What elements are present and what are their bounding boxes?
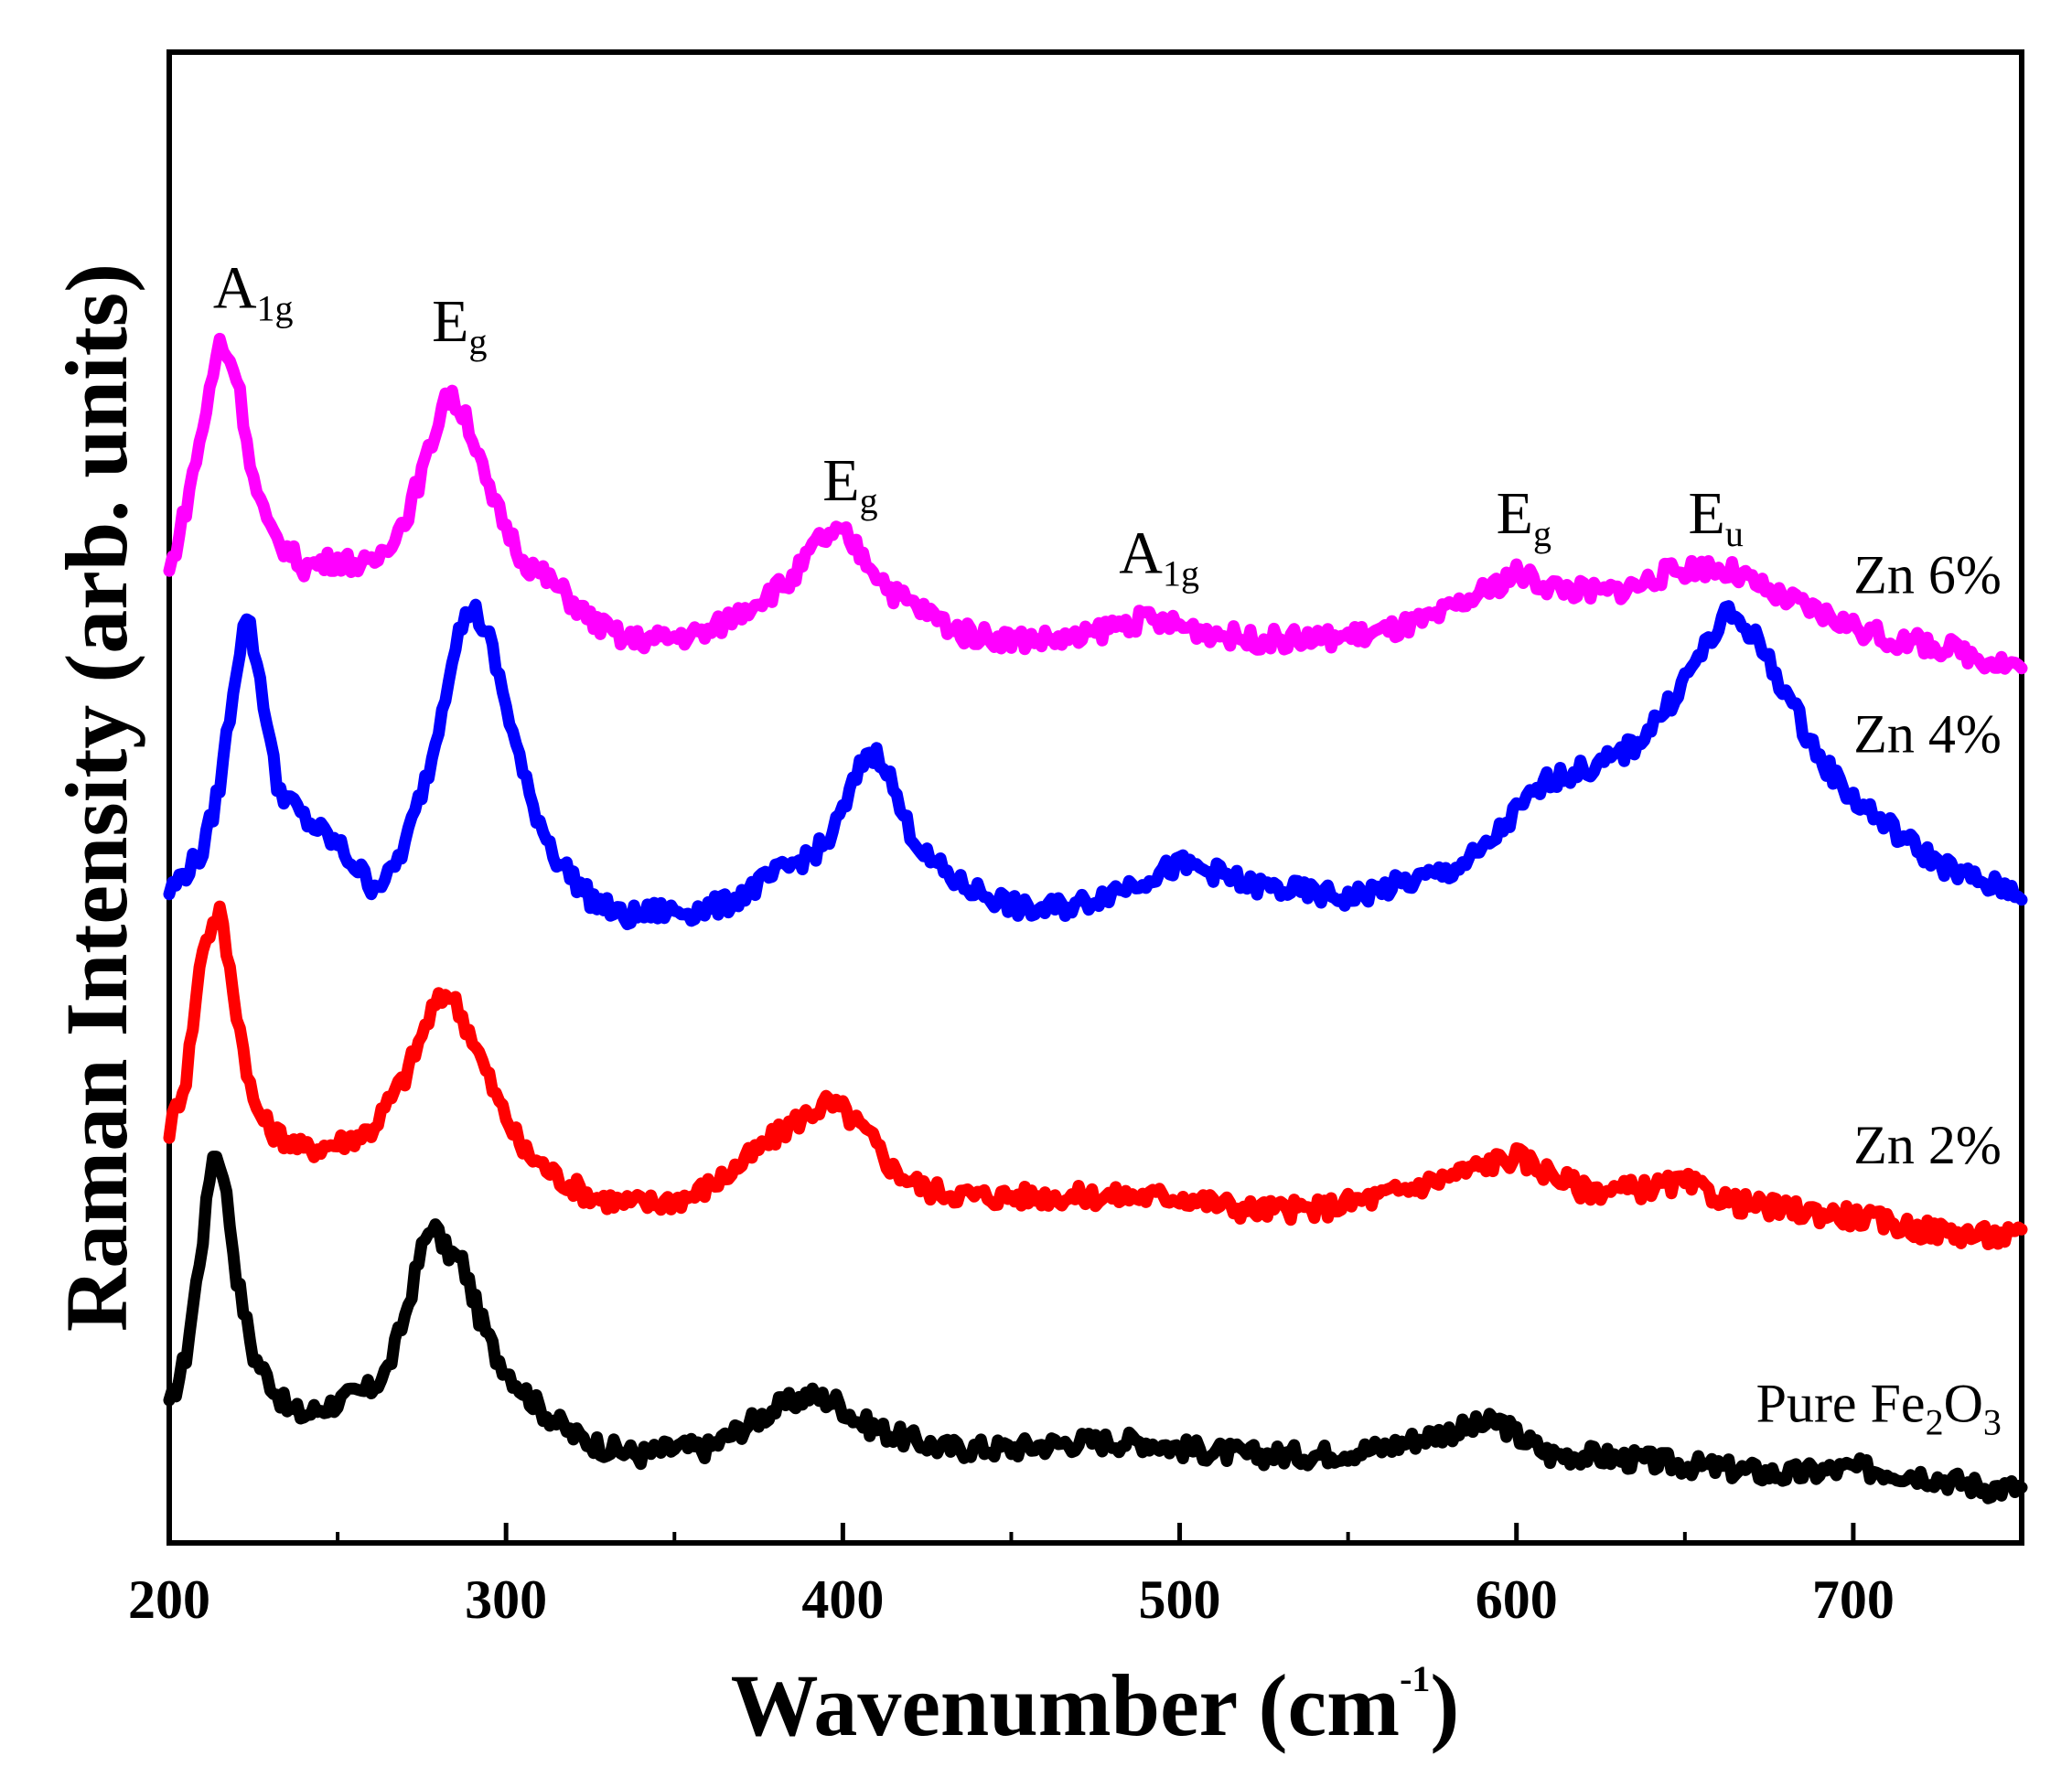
peak-labels: A1g Eg Eg A1g Eg Eu <box>213 255 1744 594</box>
y-axis-label: Raman Intensity (arb. units) <box>48 263 145 1332</box>
x-tick-label-400: 400 <box>801 1569 884 1630</box>
series-label-zn-4-: Zn 4% <box>1853 703 2002 764</box>
x-tick-label-700: 700 <box>1812 1569 1895 1630</box>
peak-label-4: Eg <box>1497 480 1551 554</box>
peak-label-2: Eg <box>822 447 877 521</box>
peak-label-5: Eu <box>1689 480 1744 554</box>
series-label-zn-6-: Zn 6% <box>1853 544 2002 605</box>
series-line-zn-4- <box>163 598 2028 931</box>
series-label-pure-fe2o3: Pure Fe2O3 <box>1756 1374 2002 1443</box>
x-axis-label-main: Wavenumber (cm <box>731 1656 1400 1754</box>
x-tick-label-200: 200 <box>128 1569 210 1630</box>
peak-label-1: Eg <box>432 288 487 362</box>
series-lines <box>163 332 2028 1505</box>
peak-label-0: A1g <box>213 255 294 329</box>
x-tick-label-300: 300 <box>465 1569 547 1630</box>
series-labels: Zn 6% Zn 4% Zn 2% Pure Fe2O3 <box>1756 544 2002 1442</box>
plot-frame <box>166 49 2024 1546</box>
peak-label-3: A1g <box>1119 520 1199 594</box>
series-line-zn-2- <box>163 900 2028 1250</box>
series-line-zn-6- <box>163 332 2028 675</box>
x-tick-label-600: 600 <box>1476 1569 1558 1630</box>
x-axis-label-end: ) <box>1430 1656 1459 1754</box>
x-axis-label: Wavenumber (cm-1) <box>731 1656 1460 1754</box>
x-axis-label-sup: -1 <box>1400 1658 1430 1699</box>
series-line-pure-fe2o3 <box>163 1151 2028 1505</box>
series-label-zn-2-: Zn 2% <box>1853 1115 2002 1175</box>
x-axis-ticks: 200 300 400 500 600 700 <box>128 1523 1895 1630</box>
x-tick-label-500: 500 <box>1139 1569 1221 1630</box>
